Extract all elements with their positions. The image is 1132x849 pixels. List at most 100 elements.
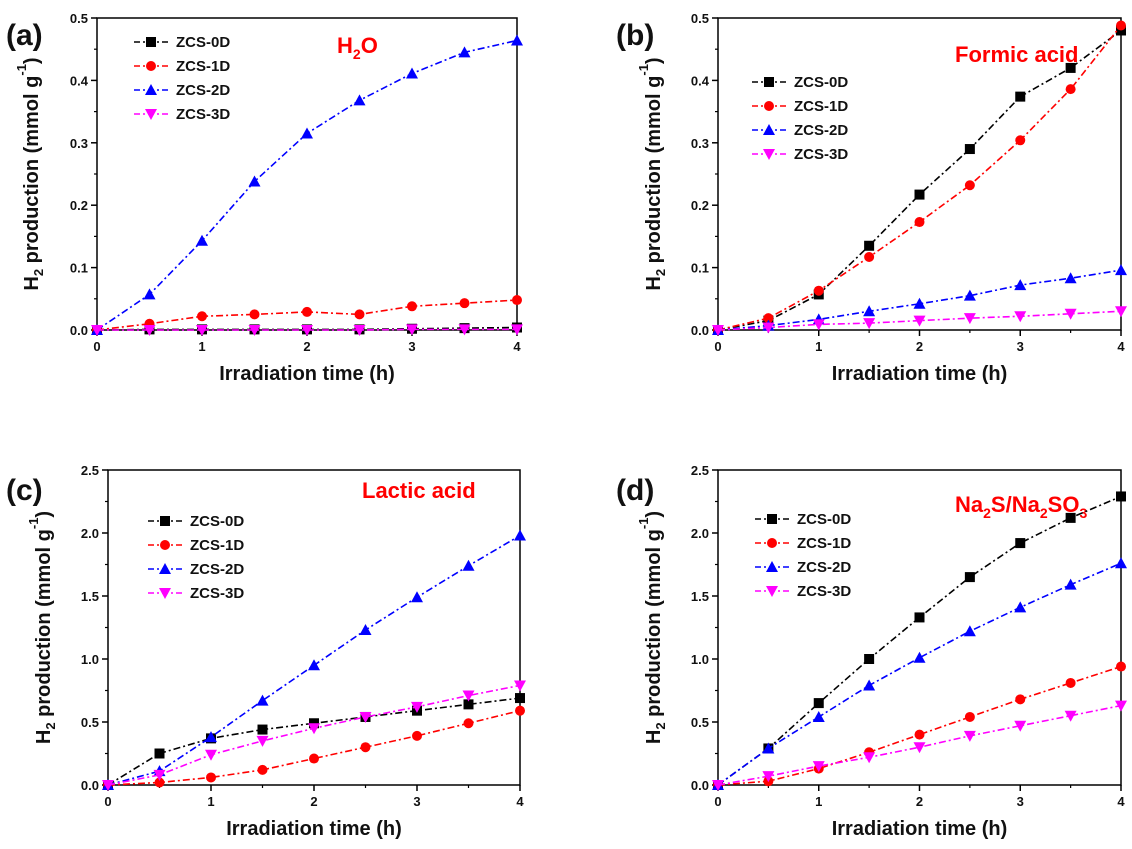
data-point [1015, 135, 1026, 146]
y-tick-label: 0.0 [691, 323, 709, 338]
y-tick-label: 0.4 [691, 73, 710, 88]
data-point [1065, 512, 1076, 523]
series-line [717, 495, 1122, 786]
data-point [360, 742, 371, 753]
data-point [308, 723, 320, 735]
data-point [257, 724, 268, 735]
y-tick-label: 0.5 [70, 11, 88, 26]
data-point [863, 679, 876, 691]
data-point [205, 749, 217, 761]
data-point [1065, 62, 1076, 73]
legend-entry: ZCS-1D [752, 98, 848, 115]
x-tick-label: 2 [310, 794, 317, 809]
data-point [462, 690, 475, 702]
data-point [1014, 311, 1027, 323]
data-point [458, 46, 471, 58]
data-point [1116, 661, 1126, 672]
x-axis-title: Irradiation time (h) [832, 818, 1008, 840]
series-zcs-2d [712, 557, 1127, 790]
data-point [712, 780, 724, 791]
series-line [717, 24, 1122, 331]
y-tick-label: 0.1 [70, 261, 88, 276]
y-tick-label: 0.5 [691, 715, 709, 730]
data-point [354, 309, 365, 320]
data-point [206, 772, 216, 783]
panel-c: 0 1 2 3 4 0.0 0.5 1.0 1.5 2.0 2.5 Irradiation time … [6, 463, 526, 840]
series-line [107, 709, 521, 786]
series-zcs-3d [712, 306, 1127, 336]
series-line [107, 684, 521, 786]
data-point [143, 325, 156, 336]
data-point [963, 730, 976, 742]
data-point [154, 777, 165, 788]
data-point [154, 748, 165, 759]
data-point [91, 325, 103, 336]
legend-marker [764, 101, 774, 111]
legend-label: ZCS-3D [794, 146, 848, 163]
legend-label: ZCS-2D [190, 561, 244, 578]
legend-entry: ZCS-3D [134, 106, 230, 123]
data-point [762, 742, 775, 754]
legend-marker [145, 84, 157, 95]
data-point [514, 680, 526, 692]
data-point [913, 742, 926, 754]
data-point [1116, 491, 1126, 502]
data-point [763, 313, 774, 324]
data-point [309, 718, 319, 729]
y-tick-label: 0.2 [70, 198, 88, 213]
data-point [196, 234, 208, 246]
data-point [964, 711, 975, 722]
data-point [359, 711, 372, 723]
data-point [964, 180, 975, 191]
data-point [914, 612, 925, 623]
data-point [515, 693, 525, 704]
condition-annotation: Na2S/Na2SO3 [955, 492, 1087, 521]
y-axis-title: H2 production (mmol g-1) [14, 57, 46, 290]
data-point [463, 718, 474, 729]
data-point [248, 325, 261, 336]
series-zcs-1d [713, 20, 1126, 335]
legend-entry: ZCS-2D [752, 122, 848, 139]
data-point [963, 625, 976, 637]
panel-label: (c) [6, 474, 43, 507]
x-tick-label: 4 [516, 794, 524, 809]
data-point [914, 189, 925, 200]
data-point [762, 771, 775, 783]
x-axis-title: Irradiation time (h) [219, 363, 395, 385]
data-point [1064, 710, 1077, 722]
data-point [102, 780, 114, 791]
y-tick-label: 1.5 [81, 589, 99, 604]
x-tick-label: 1 [815, 339, 822, 354]
data-point [459, 298, 470, 309]
panel-label: (a) [6, 19, 43, 52]
data-point [812, 319, 825, 331]
y-tick-label: 0.0 [691, 778, 709, 793]
data-point [964, 144, 975, 155]
data-point [308, 659, 320, 671]
legend-marker [763, 149, 775, 160]
data-point [143, 288, 156, 300]
data-point [1015, 694, 1026, 705]
data-point [914, 217, 925, 228]
y-tick-label: 2.0 [81, 526, 99, 541]
series-zcs-3d [102, 680, 526, 791]
legend-label: ZCS-0D [176, 34, 230, 51]
data-point [1014, 279, 1027, 291]
y-tick-label: 0.4 [70, 73, 89, 88]
data-point [256, 735, 269, 747]
legend-label: ZCS-2D [794, 122, 848, 139]
series-zcs-0d [103, 693, 525, 790]
legend-marker [764, 77, 774, 87]
legend-entry: ZCS-1D [755, 535, 851, 552]
x-tick-label: 3 [1017, 794, 1024, 809]
data-point [462, 559, 475, 571]
data-point [1015, 91, 1026, 102]
y-tick-label: 0.1 [691, 261, 709, 276]
data-point [913, 651, 926, 663]
data-point [411, 701, 423, 713]
y-axis-title: H2 production (mmol g-1) [636, 511, 668, 744]
legend-entry: ZCS-1D [148, 537, 244, 554]
data-point [812, 710, 825, 722]
legend-entry: ZCS-0D [755, 511, 851, 528]
